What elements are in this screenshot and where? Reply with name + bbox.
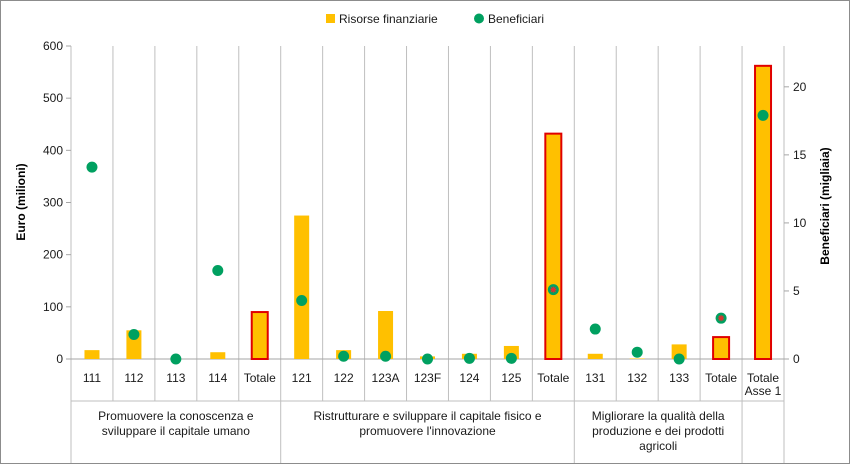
group-label: Migliorare la qualità della <box>592 409 725 423</box>
group-label: promuovere l'innovazione <box>359 424 496 438</box>
left-tick-label: 200 <box>43 248 63 262</box>
right-tick-label: 15 <box>793 148 807 162</box>
beneficiari-point <box>463 352 475 364</box>
category-label: 112 <box>124 371 143 385</box>
category-label: Totale <box>537 371 569 385</box>
category-label: 125 <box>501 371 521 385</box>
beneficiari-point <box>86 161 98 173</box>
left-tick-label: 500 <box>43 91 63 105</box>
category-label: 123F <box>414 371 441 385</box>
right-tick-label: 20 <box>793 80 807 94</box>
group-label: Ristrutturare e sviluppare il capitale f… <box>313 409 541 423</box>
category-labels: 111 112 113 114 Totale 121 122 123A 123F 124 125 To… <box>83 371 782 398</box>
bar <box>378 311 394 359</box>
left-tick-label: 0 <box>56 352 63 366</box>
right-tick-label: 5 <box>793 284 800 298</box>
beneficiari-point <box>170 353 182 365</box>
category-label: Totale <box>747 371 779 385</box>
group-label: sviluppare il capitale umano <box>102 424 250 438</box>
category-label: 122 <box>334 371 354 385</box>
category-label: 133 <box>669 371 689 385</box>
category-label: Asse 1 <box>745 384 782 398</box>
category-separators <box>70 46 785 463</box>
beneficiari-point <box>589 323 601 335</box>
bar-total <box>712 336 731 360</box>
beneficiari-point <box>338 350 350 362</box>
bar <box>294 215 310 359</box>
category-label: 131 <box>585 371 605 385</box>
legend-swatch-beneficiari <box>474 13 484 24</box>
group-label: produzione e dei prodotti <box>592 424 724 438</box>
left-tick-label: 300 <box>43 196 63 210</box>
category-label: 113 <box>166 371 185 385</box>
y-axis-left-title: Euro (milioni) <box>14 163 28 240</box>
legend-swatch-risorse <box>326 14 335 23</box>
category-label: 121 <box>292 371 312 385</box>
beneficiari-point <box>380 350 392 362</box>
right-axis-ticks: 0 5 10 15 20 <box>784 80 807 366</box>
category-label: 124 <box>459 371 479 385</box>
category-label: 114 <box>208 371 227 385</box>
beneficiari-point <box>128 329 140 341</box>
beneficiari-point <box>505 352 517 364</box>
right-tick-label: 0 <box>793 352 800 366</box>
left-tick-label: 400 <box>43 143 63 157</box>
beneficiari-point-star <box>718 315 725 322</box>
right-tick-label: 10 <box>793 216 807 230</box>
category-label: Totale <box>705 371 737 385</box>
legend-label-beneficiari: Beneficiari <box>488 12 544 26</box>
beneficiari-point <box>673 353 685 365</box>
group-label: Promuovere la conoscenza e <box>98 409 254 423</box>
legend: Risorse finanziarie Beneficiari <box>326 12 544 26</box>
category-label: 123A <box>372 371 400 385</box>
bar-total <box>754 64 773 360</box>
bar <box>629 358 645 359</box>
left-tick-label: 100 <box>43 300 63 314</box>
y-axis-right-title: Beneficiari (migliaia) <box>818 147 832 264</box>
left-tick-label: 600 <box>43 39 63 53</box>
bar <box>84 350 100 359</box>
bar-total <box>544 132 563 360</box>
beneficiari-point <box>757 109 769 121</box>
bar <box>210 352 226 359</box>
beneficiari-point <box>212 265 224 277</box>
category-label: Totale <box>244 371 276 385</box>
category-label: 111 <box>83 371 102 385</box>
beneficiari-point <box>296 294 308 306</box>
beneficiari-point-star <box>550 286 557 293</box>
bar-total <box>250 311 269 360</box>
dots-series-beneficiari <box>86 109 769 365</box>
left-axis-ticks: 0 100 200 300 400 500 600 <box>43 39 71 366</box>
bars-series-risorse <box>84 64 773 360</box>
group-label: agricoli <box>639 439 677 453</box>
beneficiari-point <box>422 353 433 365</box>
category-label: 132 <box>627 371 647 385</box>
legend-label-risorse: Risorse finanziarie <box>339 12 438 26</box>
beneficiari-point <box>631 346 643 358</box>
bar <box>587 353 603 359</box>
